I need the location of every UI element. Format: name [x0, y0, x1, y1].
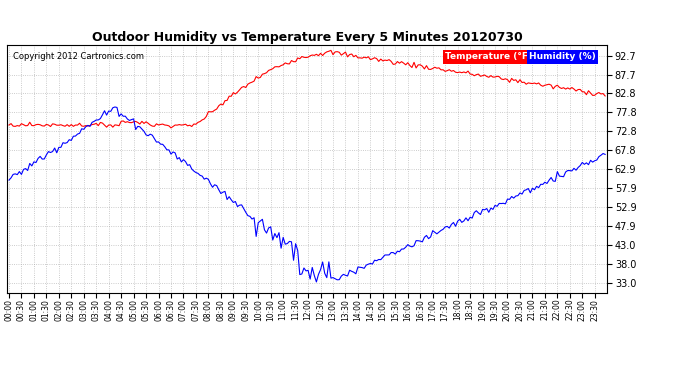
Text: Temperature (°F): Temperature (°F) — [445, 53, 532, 62]
Text: Humidity (%): Humidity (%) — [529, 53, 596, 62]
Text: Copyright 2012 Cartronics.com: Copyright 2012 Cartronics.com — [13, 53, 144, 62]
Title: Outdoor Humidity vs Temperature Every 5 Minutes 20120730: Outdoor Humidity vs Temperature Every 5 … — [92, 31, 522, 44]
